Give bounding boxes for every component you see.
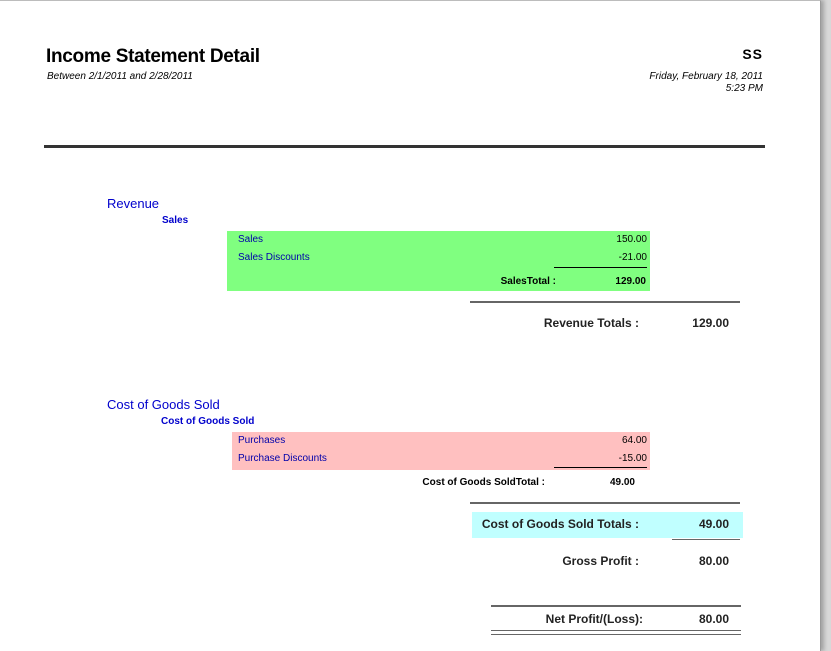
net-profit-double-rule-2 bbox=[491, 634, 741, 635]
group-title-sales: Sales bbox=[162, 215, 189, 226]
net-profit-label: Net Profit/(Loss): bbox=[545, 612, 643, 626]
cogs-totals-label: Cost of Goods Sold Totals : bbox=[481, 517, 639, 531]
revenue-totals-label: Revenue Totals : bbox=[543, 316, 639, 330]
group-total-label: Cost of Goods SoldTotal : bbox=[422, 477, 545, 488]
section-title-cogs: Cost of Goods Sold bbox=[107, 397, 220, 412]
row-value: -21.00 bbox=[618, 252, 647, 263]
report-time: 5:23 PM bbox=[725, 83, 763, 94]
net-profit-double-rule-1 bbox=[491, 630, 741, 631]
subtotal-rule bbox=[554, 267, 647, 268]
report-date-range: Between 2/1/2011 and 2/28/2011 bbox=[47, 71, 193, 82]
section-total-rule bbox=[470, 301, 740, 303]
group-total-label: SalesTotal : bbox=[500, 276, 556, 287]
row-value: 150.00 bbox=[616, 234, 647, 245]
row-label: Purchases bbox=[238, 435, 286, 446]
gross-profit-value: 80.00 bbox=[698, 554, 729, 568]
report-title: Income Statement Detail bbox=[46, 46, 260, 67]
revenue-detail-block: Sales 150.00 Sales Discounts -21.00 Sale… bbox=[227, 231, 650, 291]
revenue-totals-value: 129.00 bbox=[692, 316, 729, 330]
group-total-value: 129.00 bbox=[615, 276, 646, 287]
cogs-detail-block: Purchases 64.00 Purchase Discounts -15.0… bbox=[232, 432, 650, 470]
report-date: Friday, February 18, 2011 bbox=[649, 71, 763, 82]
company-name: SS bbox=[742, 46, 763, 62]
cogs-totals-highlight bbox=[472, 512, 743, 538]
cogs-totals-value: 49.00 bbox=[698, 517, 729, 531]
row-label: Purchase Discounts bbox=[238, 453, 327, 464]
net-profit-top-rule bbox=[491, 605, 741, 607]
section-title-revenue: Revenue bbox=[107, 196, 160, 211]
header-divider bbox=[44, 145, 765, 148]
row-value: 64.00 bbox=[621, 435, 647, 446]
row-value: -15.00 bbox=[618, 453, 647, 464]
report-timestamp: Friday, February 18, 2011 5:23 PM bbox=[649, 71, 763, 95]
gross-profit-label: Gross Profit : bbox=[562, 554, 639, 568]
net-profit-value: 80.00 bbox=[698, 612, 729, 626]
row-label: Sales bbox=[238, 234, 264, 245]
group-total-value: 49.00 bbox=[609, 477, 635, 488]
subtotal-rule bbox=[554, 467, 647, 468]
total-underline bbox=[672, 539, 740, 540]
row-label: Sales Discounts bbox=[238, 252, 310, 263]
group-title-cogs: Cost of Goods Sold bbox=[161, 416, 255, 427]
section-total-rule bbox=[470, 502, 740, 504]
